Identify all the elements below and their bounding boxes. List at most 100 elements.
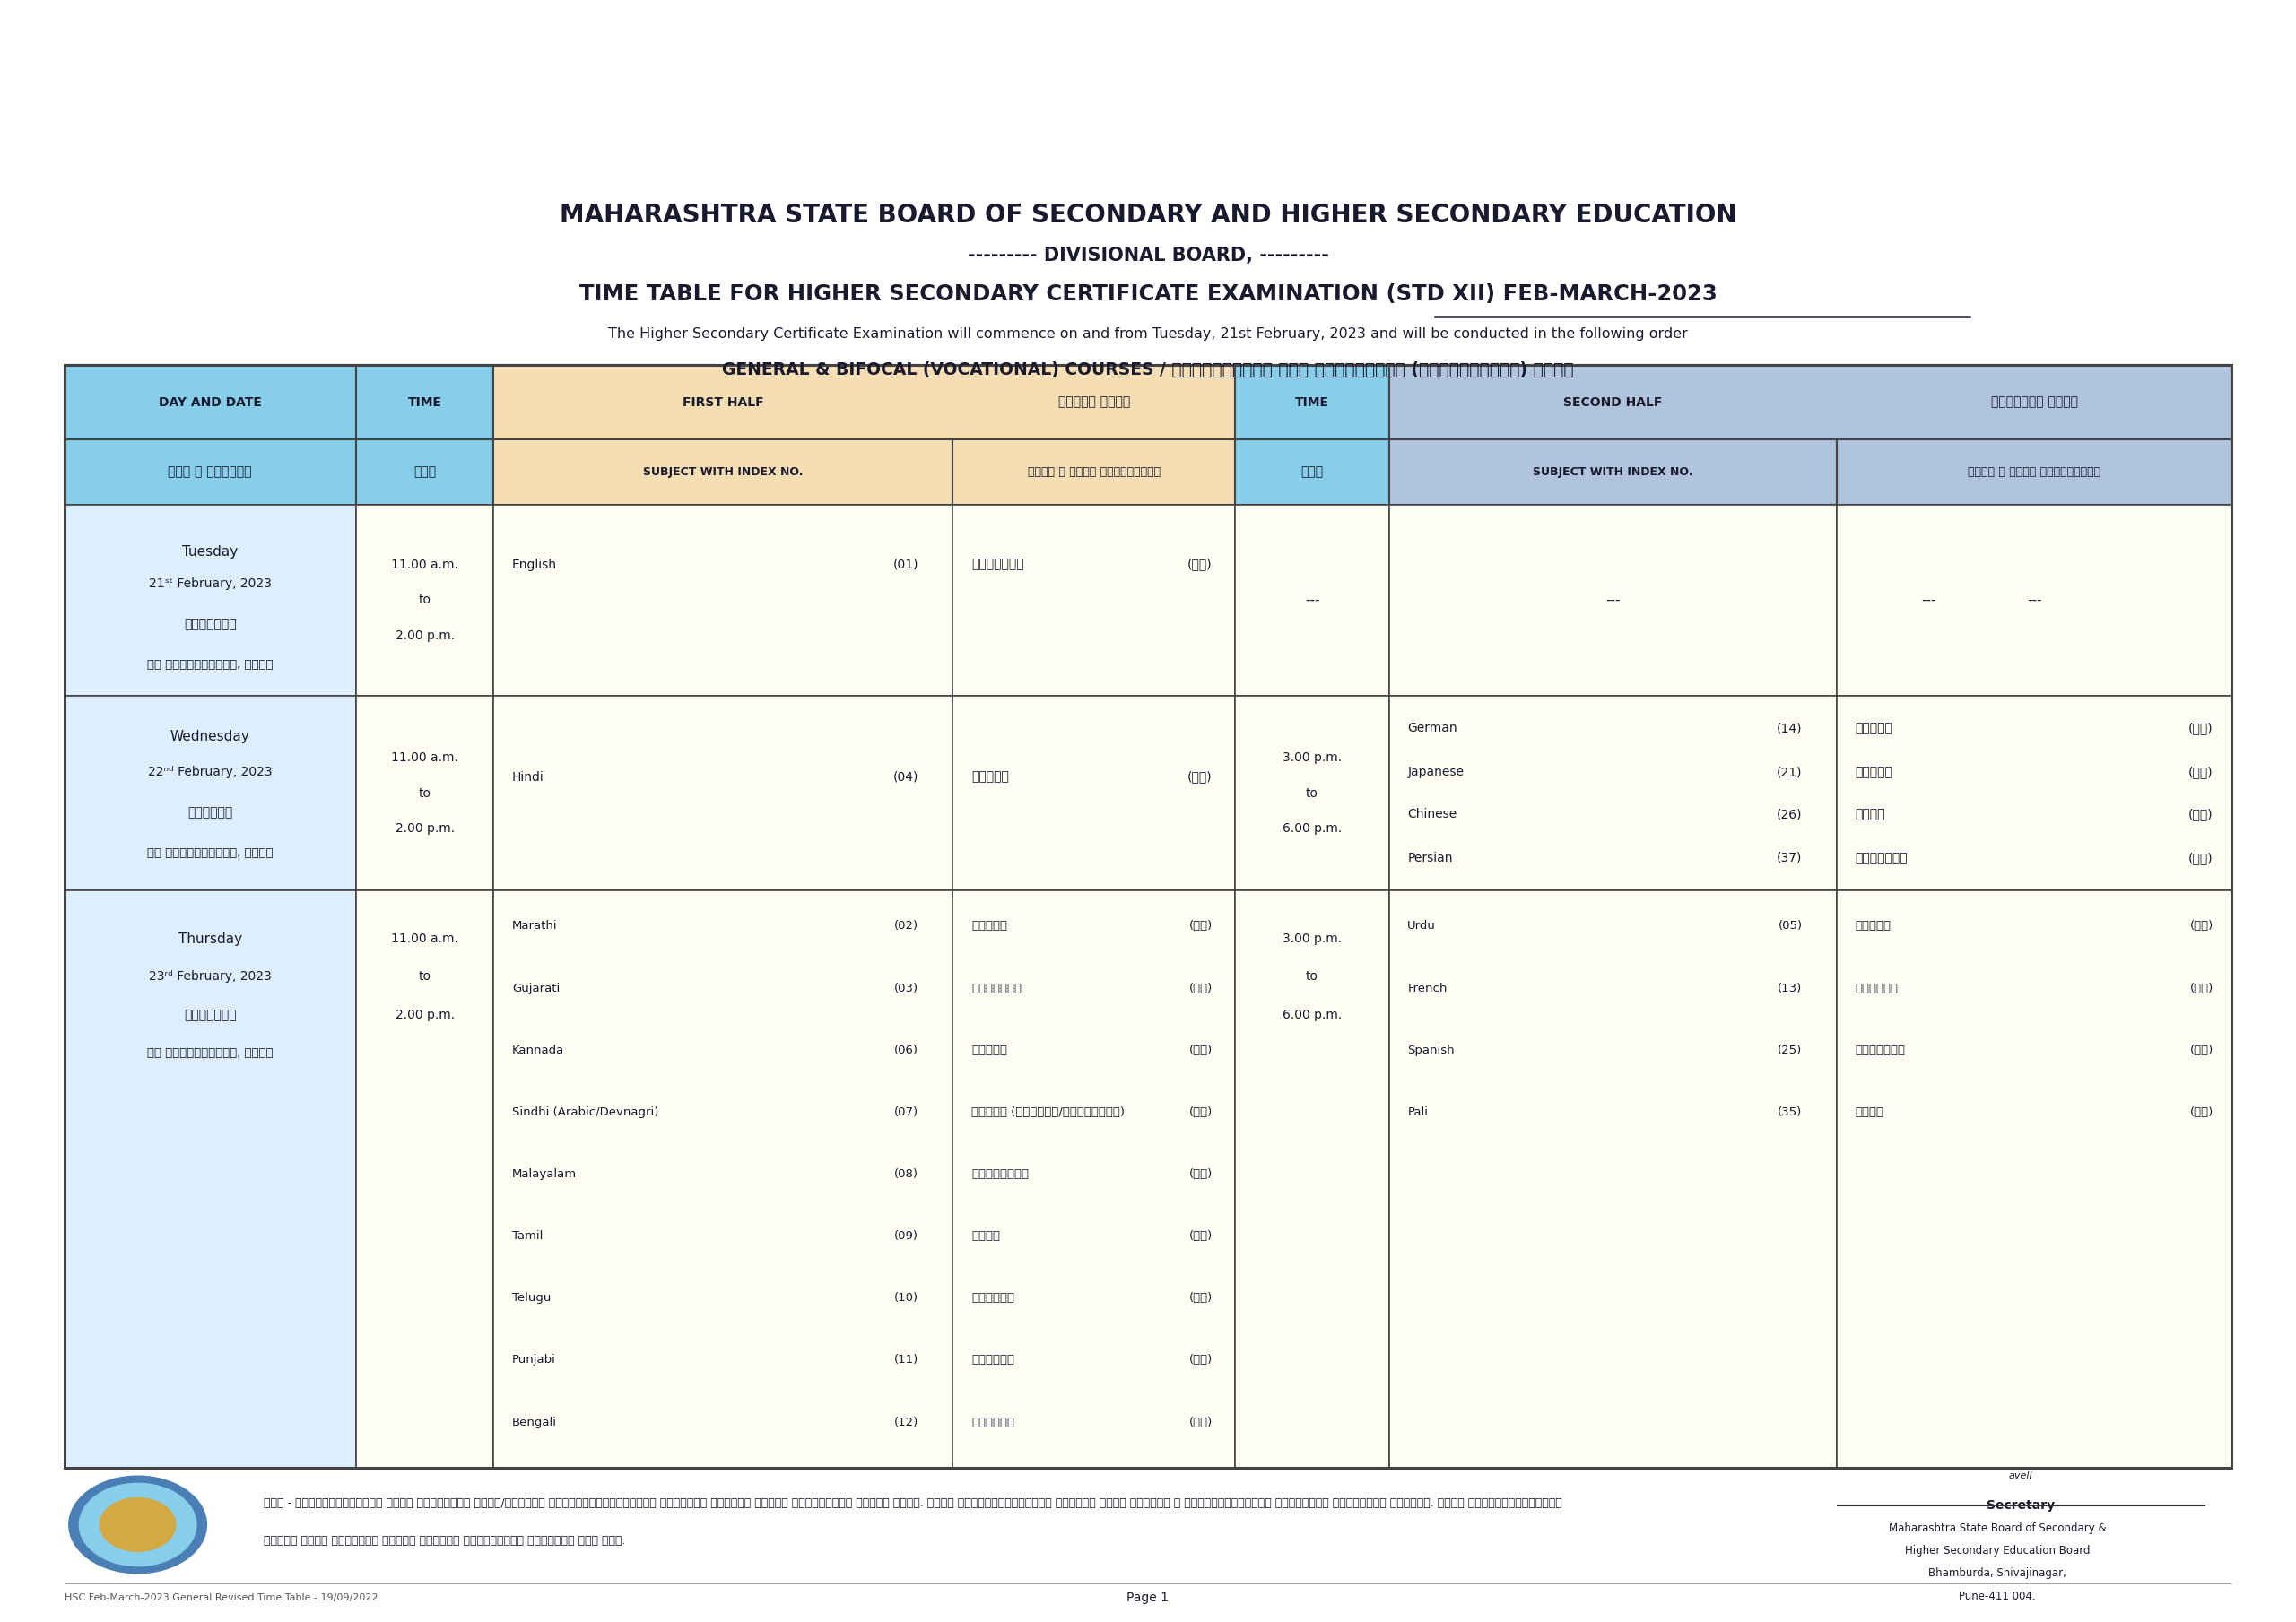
- Text: 11.00 a.m.: 11.00 a.m.: [390, 558, 459, 571]
- Text: The Higher Secondary Certificate Examination will commence on and from Tuesday, : The Higher Secondary Certificate Examina…: [608, 326, 1688, 341]
- Text: Pune-411 004.: Pune-411 004.: [1958, 1590, 2037, 1603]
- Text: किंवा अन्य यंत्रणे छापाई केलेले वेळापत्रक ग्राह्य धरू नये.: किंवा अन्य यंत्रणे छापाई केलेले वेळापत्र…: [264, 1534, 627, 1547]
- Text: (11): (11): [893, 1354, 918, 1366]
- Text: 6.00 p.m.: 6.00 p.m.: [1283, 822, 1341, 835]
- Text: वार व दिनांक: वार व दिनांक: [168, 466, 253, 478]
- Text: २३ फेब्रुवारी, २४२३: २३ फेब्रुवारी, २४२३: [147, 1046, 273, 1059]
- Text: (०७): (०७): [1189, 1106, 1212, 1118]
- Text: (०९): (०९): [1189, 1231, 1212, 1242]
- Text: ---: ---: [2027, 594, 2041, 607]
- Text: TIME TABLE FOR HIGHER SECONDARY CERTIFICATE EXAMINATION (STD XII) FEB-MARCH-2023: TIME TABLE FOR HIGHER SECONDARY CERTIFIC…: [579, 284, 1717, 305]
- Text: (03): (03): [893, 983, 918, 994]
- Text: (०४): (०४): [1187, 770, 1212, 783]
- Text: (२६): (२६): [2188, 808, 2213, 821]
- Text: (०६): (०६): [1189, 1045, 1212, 1056]
- Text: (३९): (३९): [2190, 1106, 2213, 1118]
- Text: इंग्रजी: इंग्रजी: [971, 558, 1024, 571]
- Text: Wednesday: Wednesday: [170, 730, 250, 743]
- Text: Higher Secondary Education Board: Higher Secondary Education Board: [1906, 1544, 2089, 1557]
- Bar: [356, 504, 494, 696]
- Text: २१ फेब्रुवारी, २४२३: २१ फेब्रुवारी, २४२३: [147, 659, 273, 672]
- Text: जर्मन: जर्मन: [1855, 722, 1892, 735]
- Text: बंगाली: बंगाली: [971, 1416, 1015, 1427]
- Text: (३७): (३७): [2188, 852, 2213, 865]
- Text: (१४): (१४): [2188, 722, 2213, 735]
- Text: २२ फेब्रुवारी, २४२३: २२ फेब्रुवारी, २४२३: [147, 847, 273, 860]
- Text: हिंदी: हिंदी: [971, 770, 1008, 783]
- Text: (०१): (०१): [1187, 558, 1212, 571]
- Text: विषय व विषय सांकेतांक: विषय व विषय सांकेतांक: [1029, 466, 1159, 478]
- Bar: [1389, 890, 1837, 1468]
- Bar: [1389, 440, 1837, 504]
- Bar: [494, 440, 953, 504]
- Text: 2.00 p.m.: 2.00 p.m.: [395, 1009, 455, 1022]
- Text: 23ʳᵈ February, 2023: 23ʳᵈ February, 2023: [149, 970, 271, 983]
- Bar: [494, 504, 953, 696]
- Text: विषय व विषय सांकेतांक: विषय व विषय सांकेतांक: [1968, 466, 2101, 478]
- Text: 22ⁿᵈ February, 2023: 22ⁿᵈ February, 2023: [147, 766, 273, 779]
- Text: Maharashtra State Board of Secondary &: Maharashtra State Board of Secondary &: [1890, 1521, 2105, 1534]
- Text: (08): (08): [893, 1168, 918, 1179]
- Text: Gujarati: Gujarati: [512, 983, 560, 994]
- Text: (१२): (१२): [1189, 1416, 1212, 1427]
- Text: ---: ---: [1922, 594, 1936, 607]
- Text: Telugu: Telugu: [512, 1293, 551, 1304]
- Text: (14): (14): [1777, 722, 1802, 735]
- Text: वेळ: वेळ: [413, 466, 436, 478]
- Text: SUBJECT WITH INDEX NO.: SUBJECT WITH INDEX NO.: [643, 466, 804, 478]
- Text: (०३): (०३): [1189, 983, 1212, 994]
- Text: Secretary: Secretary: [1986, 1499, 2055, 1512]
- Bar: [356, 890, 494, 1468]
- Circle shape: [78, 1483, 197, 1567]
- Text: प्रथम सत्र: प्रथम सत्र: [1058, 396, 1130, 409]
- Text: द्वितीय सत्र: द्वितीय सत्र: [1991, 396, 2078, 409]
- Text: वेळ: वेळ: [1302, 466, 1322, 478]
- Text: FIRST HALF: FIRST HALF: [682, 396, 765, 409]
- Text: (१३): (१३): [2190, 983, 2213, 994]
- Text: तेलुगु: तेलुगु: [971, 1293, 1015, 1304]
- Bar: [953, 504, 1235, 696]
- Bar: [494, 365, 1235, 440]
- Text: English: English: [512, 558, 558, 571]
- Text: 11.00 a.m.: 11.00 a.m.: [390, 933, 459, 946]
- Text: (२९): (२९): [2190, 1045, 2213, 1056]
- Bar: [1837, 440, 2232, 504]
- Bar: [1389, 696, 1837, 890]
- Text: (०९): (०९): [2190, 920, 2213, 933]
- Text: (२१): (२१): [2188, 766, 2213, 779]
- Bar: [953, 890, 1235, 1468]
- Bar: [1837, 890, 2232, 1468]
- Text: मल्याळम्: मल्याळम्: [971, 1168, 1029, 1179]
- Text: उर्दू: उर्दू: [1855, 920, 1892, 933]
- Text: (09): (09): [893, 1231, 918, 1242]
- Text: 2.00 p.m.: 2.00 p.m.: [395, 822, 455, 835]
- Text: to: to: [418, 970, 432, 983]
- Text: (13): (13): [1777, 983, 1802, 994]
- Text: पाली: पाली: [1855, 1106, 1883, 1118]
- Text: (01): (01): [893, 558, 918, 571]
- Text: Pali: Pali: [1407, 1106, 1428, 1118]
- Text: Hindi: Hindi: [512, 770, 544, 783]
- Text: ---: ---: [1304, 594, 1320, 607]
- Text: to: to: [418, 594, 432, 607]
- Text: TIME: TIME: [409, 396, 441, 409]
- Text: to: to: [1306, 970, 1318, 983]
- Bar: [1389, 365, 2232, 440]
- Text: (37): (37): [1777, 852, 1802, 865]
- Text: (05): (05): [1777, 920, 1802, 933]
- Bar: [1235, 696, 1389, 890]
- Text: पंजाबी: पंजाबी: [971, 1354, 1015, 1366]
- Text: गुजराती: गुजराती: [971, 983, 1022, 994]
- Bar: [953, 696, 1235, 890]
- Text: 6.00 p.m.: 6.00 p.m.: [1283, 1009, 1341, 1022]
- Text: French: French: [1407, 983, 1446, 994]
- Text: (07): (07): [893, 1106, 918, 1118]
- Bar: [64, 440, 356, 504]
- Bar: [1235, 890, 1389, 1468]
- Bar: [494, 696, 953, 890]
- Text: 2.00 p.m.: 2.00 p.m.: [395, 629, 455, 642]
- Circle shape: [101, 1499, 177, 1551]
- Text: Chinese: Chinese: [1407, 808, 1458, 821]
- Text: to: to: [418, 787, 432, 800]
- Text: (०२): (०२): [1189, 920, 1212, 933]
